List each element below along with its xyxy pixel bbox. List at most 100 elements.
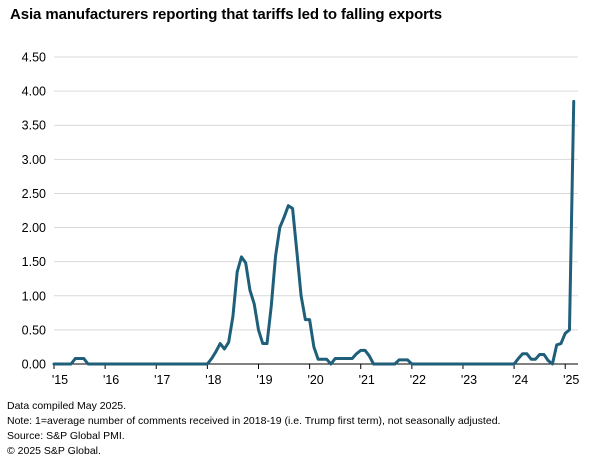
data-point [346,357,350,360]
data-point [555,343,558,347]
data-point [529,358,533,361]
footnote-note: Note: 1=average number of comments recei… [7,415,501,427]
x-tick-label: '17 [154,373,170,387]
data-point [223,347,226,351]
data-point [564,332,567,335]
data-point [52,362,56,366]
data-point [333,357,337,360]
series-line [52,99,576,366]
data-point [265,342,269,345]
data-point [359,349,362,352]
data-point [69,362,73,366]
data-point [512,362,516,366]
data-point [287,204,290,207]
y-axis-ticks: 0.00 0.50 1.00 1.50 2.00 2.50 3.00 3.50 4.00 4.50 [22,51,46,372]
x-tick-label: '24 [512,373,528,387]
data-point [568,328,571,332]
data-point [461,362,465,366]
y-tick-label: 2.00 [22,221,46,235]
data-point [235,270,239,274]
data-point [218,342,222,345]
x-tick-label: '19 [256,373,272,387]
data-point [299,294,303,297]
data-point [312,345,316,349]
data-point [397,358,401,362]
data-point [214,350,218,353]
data-point [210,357,213,360]
data-point [546,359,550,362]
x-tick-label: '25 [563,373,579,387]
data-point [240,255,243,259]
x-tick-label: '23 [461,373,477,387]
data-point [368,354,371,358]
data-point [538,353,541,356]
footnote-compiled: Data compiled May 2025. [7,400,127,412]
y-tick-label: 0.50 [22,323,46,337]
data-point [534,358,537,361]
x-tick-label: '21 [359,373,375,387]
data-point [521,352,524,355]
data-point [78,357,81,360]
data-point [342,357,345,360]
data-point [559,342,563,345]
line-chart: 0.00 0.50 1.00 1.50 2.00 2.50 3.00 3.50 4.00 4.50… [22,51,580,388]
gridlines [54,56,578,331]
data-point [393,362,397,366]
data-point [227,340,230,344]
x-tick-label: '22 [410,373,426,387]
data-point [542,353,546,356]
chart-title: Asia manufacturers reporting that tariff… [10,6,443,23]
y-tick-label: 0.00 [22,358,46,372]
data-point [338,357,341,360]
data-point [86,362,90,366]
data-point [329,362,333,366]
y-tick-label: 3.00 [22,153,46,167]
y-tick-label: 1.00 [22,289,46,303]
data-point [231,315,235,318]
data-point [525,352,529,355]
data-point [282,216,286,219]
data-point [278,226,281,229]
data-point [291,207,294,210]
x-tick-label: '20 [307,373,323,387]
data-point [253,302,256,306]
footnotes: Data compiled May 2025. Note: 1=average … [7,399,500,459]
footnote-source: Source: S&P Global PMI. [7,430,125,442]
data-point [316,358,320,361]
data-point [244,261,247,265]
data-point [74,357,77,360]
y-tick-label: 3.50 [22,119,46,133]
x-axis: '15 '16 '17 '18 '19 '20 '21 '22 '23 '24 '25 [52,363,579,387]
data-point [402,358,405,362]
x-tick-label: '16 [103,373,119,387]
data-point [274,255,277,258]
data-point [406,358,409,362]
x-tick-label: '18 [205,373,221,387]
data-point [261,342,264,345]
data-point [363,349,367,352]
data-point [410,362,414,366]
data-point [308,318,311,321]
x-tick-label: '15 [52,373,68,387]
series-group [52,99,576,366]
footnote-copyright: © 2025 S&P Global. [7,445,101,457]
data-point [321,358,324,361]
data-point [103,362,107,366]
data-point [325,358,328,361]
data-point [257,328,260,332]
data-point [206,362,209,366]
data-point [295,250,299,253]
data-point [372,362,375,366]
data-point [351,357,354,360]
y-tick-label: 4.50 [22,51,46,65]
data-point [551,362,554,366]
data-point [82,357,86,360]
data-point [304,318,307,321]
y-tick-label: 4.00 [22,85,46,99]
data-point [270,304,273,308]
y-tick-label: 1.50 [22,255,46,269]
y-tick-label: 2.50 [22,187,46,201]
data-point [517,357,520,360]
data-point [248,289,252,292]
data-point [355,352,358,355]
